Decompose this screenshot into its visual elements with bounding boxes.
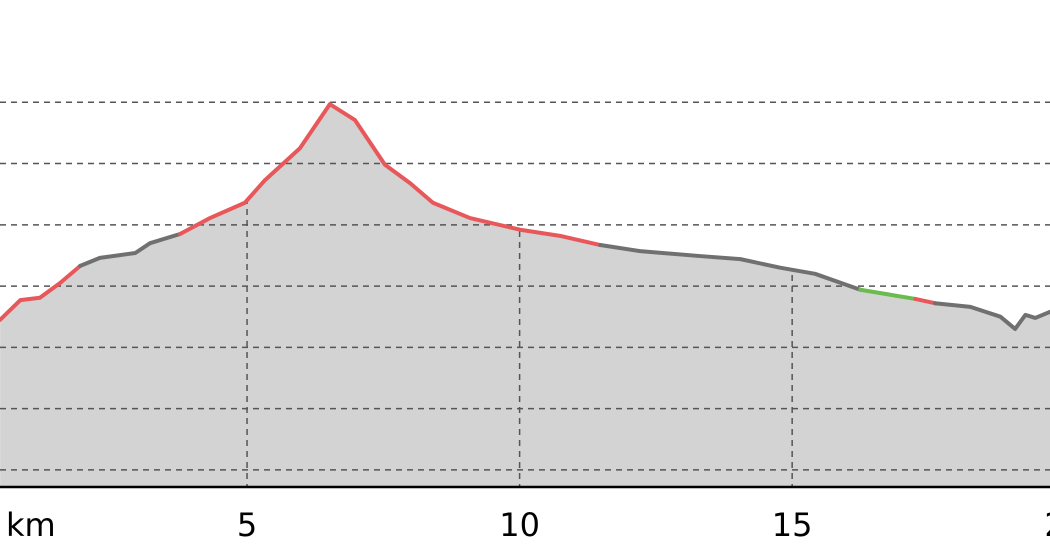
profile-line — [913, 296, 937, 306]
profile-line — [858, 287, 918, 301]
x-tick-label: 5 — [237, 506, 257, 544]
profile-line — [177, 102, 603, 248]
profile-line — [598, 243, 863, 292]
x-tick-label: 10 — [499, 506, 540, 544]
x-tick-label: 20 — [1044, 506, 1050, 544]
x-tick-label: 15 — [772, 506, 813, 544]
profile-line — [78, 232, 182, 268]
profile-line — [0, 263, 83, 322]
profile-line — [932, 301, 1050, 331]
x-axis-label: km — [6, 506, 56, 544]
elevation-area — [0, 104, 1050, 487]
